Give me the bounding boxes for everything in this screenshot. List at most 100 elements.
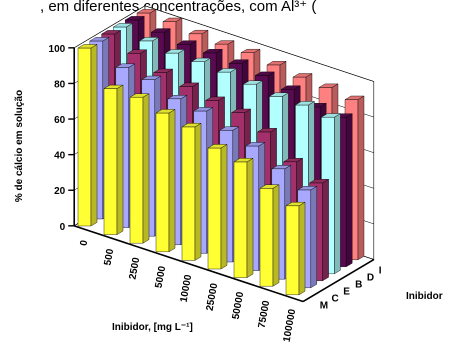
bar-top xyxy=(285,201,306,207)
bar-side xyxy=(334,113,341,275)
y-tick-label: 40 xyxy=(54,151,66,162)
bar-top xyxy=(167,95,188,100)
bar-front xyxy=(181,126,196,261)
bar-front xyxy=(103,88,118,235)
bar-top xyxy=(164,49,186,54)
series-tick-label: B xyxy=(355,280,362,291)
x-tick-label: 100000 xyxy=(282,308,299,343)
y-axis-label: % de cálcio em solução xyxy=(14,90,25,202)
series-tick-label: E xyxy=(343,287,350,298)
bar-top xyxy=(115,63,136,68)
bar-top xyxy=(320,113,342,118)
bar-top xyxy=(297,186,318,191)
series-tick-label: C xyxy=(332,294,339,305)
bar-top xyxy=(138,37,160,42)
bar-top xyxy=(216,68,238,73)
y-tick-label: 80 xyxy=(54,79,66,90)
bar-side xyxy=(194,122,202,261)
bar-top xyxy=(308,179,330,184)
bar-M-500 xyxy=(103,84,124,235)
bar-top xyxy=(266,61,287,66)
bar-top xyxy=(193,107,214,112)
bar-top xyxy=(112,23,134,28)
bar-top xyxy=(204,96,226,101)
bar-side xyxy=(116,84,124,235)
bar-top xyxy=(136,9,157,14)
bar-top xyxy=(294,101,316,106)
series-tick-label: I xyxy=(379,266,382,277)
bar-side xyxy=(168,109,176,253)
gridline xyxy=(74,5,374,82)
bar-side xyxy=(322,178,329,282)
bar-side xyxy=(220,144,228,270)
x-tick-label: 0 xyxy=(78,239,90,247)
bar-side xyxy=(346,113,353,268)
bar-M-50000 xyxy=(233,157,254,278)
y-tick-label: 0 xyxy=(60,222,66,233)
x-tick-label: 50000 xyxy=(231,291,247,321)
bar-M-75000 xyxy=(259,184,280,287)
bar-top xyxy=(233,158,254,163)
y-tick-label: 100 xyxy=(49,44,66,55)
bar-M-2500 xyxy=(129,93,150,244)
y-tick-labels: 0 20 40 60 80 100 xyxy=(49,44,66,233)
x-axis-label: Inibidor, [mg L⁻¹] xyxy=(112,322,193,333)
bar-side xyxy=(310,185,317,289)
bar-top xyxy=(242,80,264,85)
x-tick-label: 500 xyxy=(103,248,117,267)
bar-top xyxy=(129,93,150,98)
bar-top xyxy=(178,82,200,87)
bar-top xyxy=(77,44,98,49)
bar-top xyxy=(202,49,223,54)
y-tick-label: 20 xyxy=(54,186,66,197)
x-tick-label: 25000 xyxy=(205,282,221,312)
x-tick-label: 2500 xyxy=(128,256,143,280)
x-tick-labels: 0 500 2500 5000 10000 25000 50000 75000 100000 xyxy=(78,239,298,343)
bar-top xyxy=(245,142,266,147)
bar-top xyxy=(89,37,110,42)
x-tick-label: 5000 xyxy=(154,265,169,289)
bar-top xyxy=(292,73,313,78)
bar-M-5000 xyxy=(155,109,176,253)
bar-M-10000 xyxy=(181,122,202,261)
bar-top xyxy=(103,84,124,89)
bar-top xyxy=(176,40,197,45)
bar-top xyxy=(282,158,304,163)
bar-side xyxy=(298,201,306,296)
bar-front xyxy=(77,47,92,227)
series-tick-label: D xyxy=(367,273,374,284)
series-axis-line xyxy=(302,258,375,303)
bar-top xyxy=(162,17,183,22)
bar-side xyxy=(90,44,98,227)
bar-M-0 xyxy=(77,44,98,227)
bar-front xyxy=(259,188,274,287)
bar-top xyxy=(141,75,162,80)
bar-top xyxy=(280,85,301,90)
bar-top xyxy=(124,16,145,21)
x-axis-line xyxy=(73,225,304,303)
caption-text: , em diferentes concentrações, com Al³⁺ … xyxy=(40,0,317,15)
bar-top xyxy=(214,40,235,45)
bar-M-25000 xyxy=(207,144,228,270)
chart-bars xyxy=(77,9,365,296)
bar-front xyxy=(129,96,144,244)
y-tick-label: 60 xyxy=(54,115,66,126)
bar-top xyxy=(100,30,122,35)
bar-side xyxy=(246,157,254,278)
bar-top xyxy=(240,49,261,53)
bar-top xyxy=(228,59,249,64)
x-tick-label: 75000 xyxy=(257,299,273,329)
bar-top xyxy=(271,165,292,170)
bar-top xyxy=(181,123,202,128)
bar-front xyxy=(155,112,170,253)
x-tick-label: 10000 xyxy=(179,273,195,303)
series-axis-label: Inibidor xyxy=(406,291,443,302)
chart-axes xyxy=(68,47,375,303)
bar-top xyxy=(268,92,290,97)
bar-top xyxy=(188,30,209,34)
bar-top xyxy=(152,68,174,73)
bar-top xyxy=(190,57,212,62)
bar-top xyxy=(254,71,275,76)
bar-top xyxy=(318,83,339,88)
